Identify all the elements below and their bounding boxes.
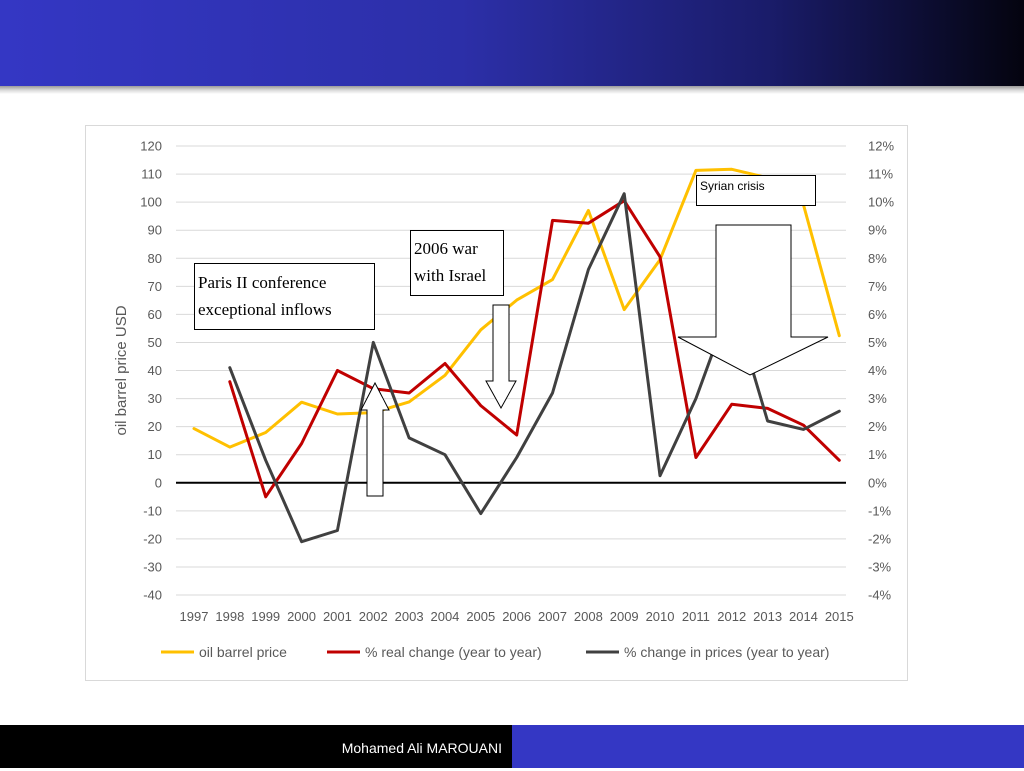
- left-axis-tick-label: 50: [148, 335, 162, 350]
- footer-left-bar: [0, 725, 512, 768]
- legend-label-1: oil barrel price: [199, 644, 287, 660]
- right-axis-tick-label: 10%: [868, 195, 894, 210]
- legend-label-2: % real change (year to year): [365, 644, 542, 660]
- x-axis-tick-label: 2011: [682, 609, 710, 624]
- annotation-2006-war: 2006 war with Israel: [410, 230, 504, 296]
- left-axis-tick-label: -10: [143, 503, 162, 518]
- left-axis-tick-label: 60: [148, 307, 162, 322]
- arrow-up-2002: [360, 381, 390, 497]
- right-axis-tick-label: 12%: [868, 139, 894, 154]
- right-axis-tick-label: 11%: [868, 167, 893, 182]
- right-axis-tick-label: 3%: [868, 391, 887, 406]
- right-axis-tick-label: 7%: [868, 279, 887, 294]
- right-axis-tick-label: 4%: [868, 363, 887, 378]
- x-axis-tick-label: 2012: [717, 609, 746, 624]
- right-axis-tick-label: 6%: [868, 307, 887, 322]
- chart: 1201101009080706050403020100-10-20-30-40…: [113, 139, 894, 661]
- right-axis-tick-label: 1%: [868, 447, 887, 462]
- x-axis-tick-label: 2008: [574, 609, 603, 624]
- left-axis-tick-label: 70: [148, 279, 162, 294]
- right-axis-tick-label: -3%: [868, 559, 892, 574]
- x-axis-tick-label: 2004: [430, 609, 459, 624]
- slide-header-bar: [0, 0, 1024, 86]
- arrow-down-2006: [485, 304, 517, 410]
- x-axis-tick-label: 2006: [502, 609, 531, 624]
- footer-author-text: Mohamed Ali MAROUANI: [341, 740, 502, 756]
- x-axis-tick-label: 2007: [538, 609, 567, 624]
- right-axis-tick-label: 9%: [868, 223, 887, 238]
- right-axis-tick-label: 0%: [868, 475, 887, 490]
- right-axis-tick-label: 8%: [868, 251, 887, 266]
- series-line-1: [192, 167, 841, 449]
- x-axis-tick-label: 2003: [395, 609, 424, 624]
- series-line-2: [228, 199, 841, 499]
- left-axis-tick-label: -40: [143, 588, 162, 603]
- x-axis-tick-label: 2002: [359, 609, 388, 624]
- left-axis-tick-label: 30: [148, 391, 162, 406]
- chart-frame: 120 110 100 90 80 70 60 50 40 30 20 10 0 -10 -20 -30 -40…: [85, 125, 908, 681]
- left-axis-tick-label: 90: [148, 223, 162, 238]
- x-axis-tick-label: 1997: [180, 609, 209, 624]
- x-axis-tick-label: 2013: [753, 609, 782, 624]
- annotation-paris-ii-text: Paris II conference exceptional inflows: [198, 273, 332, 319]
- x-axis-tick-label: 2015: [825, 609, 854, 624]
- right-axis-tick-label: 2%: [868, 419, 887, 434]
- annotation-paris-ii: Paris II conference exceptional inflows: [194, 263, 375, 330]
- left-axis-tick-label: 100: [140, 195, 162, 210]
- footer-author: Mohamed Ali MAROUANI: [0, 725, 510, 768]
- annotation-2006-war-text: 2006 war with Israel: [414, 239, 487, 285]
- left-axis-tick-label: 80: [148, 251, 162, 266]
- x-axis-tick-label: 2005: [466, 609, 495, 624]
- annotation-syrian-crisis-text: Syrian crisis: [700, 179, 765, 193]
- right-axis-tick-label: -1%: [868, 503, 892, 518]
- left-axis-tick-label: -30: [143, 559, 162, 574]
- left-axis-tick-label: 0: [155, 475, 162, 490]
- x-axis-tick-label: 1999: [251, 609, 280, 624]
- annotation-syrian-crisis: Syrian crisis: [696, 175, 816, 206]
- x-axis-tick-label: 2000: [287, 609, 316, 624]
- x-axis-tick-label: 1998: [215, 609, 244, 624]
- arrow-down-syrian-crisis: [677, 224, 829, 376]
- right-axis-tick-label: 5%: [868, 335, 887, 350]
- header-shadow: [0, 86, 1024, 94]
- left-axis-tick-label: 120: [140, 139, 162, 154]
- left-axis-tick-label: 110: [141, 167, 162, 182]
- legend-label-3: % change in prices (year to year): [624, 644, 829, 660]
- x-axis-tick-label: 2009: [610, 609, 639, 624]
- left-axis-tick-label: 20: [148, 419, 162, 434]
- right-axis-tick-label: -2%: [868, 531, 892, 546]
- y-axis-title: oil barrel price USD: [113, 305, 130, 435]
- left-axis-tick-label: 10: [148, 447, 162, 462]
- footer-right-bar: [512, 725, 1024, 768]
- x-axis-tick-label: 2001: [323, 609, 352, 624]
- x-axis-tick-label: 2014: [789, 609, 818, 624]
- x-axis-tick-label: 2010: [646, 609, 675, 624]
- left-axis-tick-label: -20: [143, 531, 162, 546]
- left-axis-tick-label: 40: [148, 363, 162, 378]
- right-axis-tick-label: -4%: [868, 588, 892, 603]
